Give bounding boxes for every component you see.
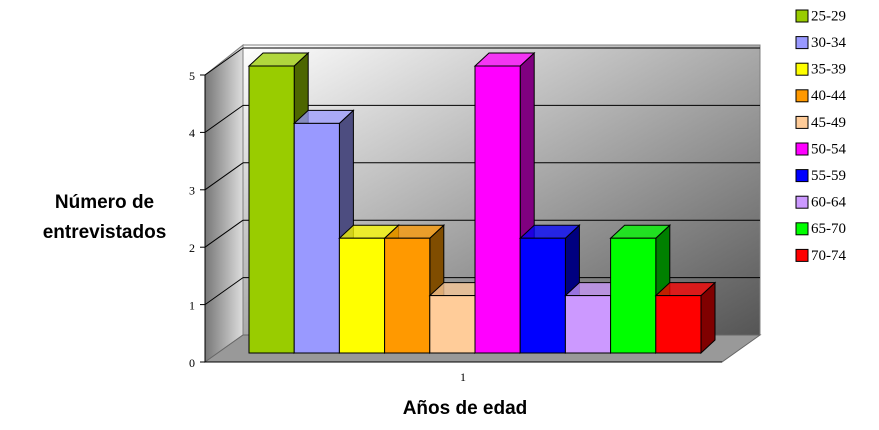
bar xyxy=(610,237,657,354)
bar xyxy=(655,295,702,354)
y-tick-label: 2 xyxy=(189,241,195,255)
legend-label: 30-34 xyxy=(811,35,846,51)
grid-line xyxy=(204,47,244,76)
grid-line xyxy=(204,104,244,133)
legend-label: 50-54 xyxy=(811,141,846,157)
y-tick-label: 3 xyxy=(189,184,195,198)
bar xyxy=(338,237,386,354)
legend-swatch xyxy=(795,169,809,183)
bar xyxy=(293,122,340,354)
y-tick-label: 1 xyxy=(189,298,195,312)
legend-swatch xyxy=(795,248,809,262)
bar xyxy=(519,237,566,354)
bar xyxy=(429,295,476,354)
legend-swatch xyxy=(795,222,809,236)
legend-swatch xyxy=(795,62,809,76)
y-tick-label: 4 xyxy=(189,126,195,140)
legend-label: 70-74 xyxy=(811,248,846,264)
grid-line xyxy=(204,219,244,248)
legend-swatch xyxy=(795,142,809,156)
grid-line xyxy=(204,162,244,191)
x-tick-label: 1 xyxy=(460,370,466,384)
bar xyxy=(248,65,295,354)
legend-label: 65-70 xyxy=(811,221,846,237)
y-tick-label: 0 xyxy=(189,356,195,370)
legend-swatch xyxy=(795,115,809,129)
legend-label: 55-59 xyxy=(811,168,846,184)
legend-label: 25-29 xyxy=(811,8,846,24)
bar xyxy=(474,65,521,354)
legend-swatch xyxy=(795,36,809,50)
bar xyxy=(384,237,431,354)
x-axis-label: Años de edad xyxy=(402,398,528,419)
legend-label: 35-39 xyxy=(811,62,846,78)
legend-swatch xyxy=(795,9,809,23)
legend-swatch xyxy=(795,195,809,209)
bar xyxy=(564,295,612,354)
legend-label: 45-49 xyxy=(811,115,846,131)
y-tick-label: 5 xyxy=(189,69,195,83)
legend-label: 60-64 xyxy=(811,195,846,211)
legend-label: 40-44 xyxy=(811,88,846,104)
legend-swatch xyxy=(795,89,809,103)
grid-line xyxy=(204,277,244,306)
y-axis-label: Número de entrevistados xyxy=(42,192,167,243)
side-wall xyxy=(204,43,244,363)
